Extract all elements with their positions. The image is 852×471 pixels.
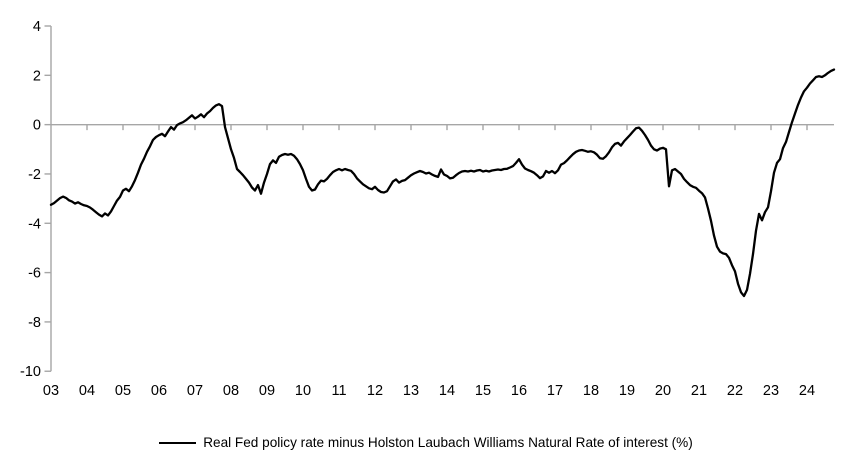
legend-line-swatch	[159, 442, 197, 444]
x-tick-label: 07	[187, 383, 203, 399]
y-tick-label: -8	[28, 315, 41, 331]
x-tick-label: 24	[799, 383, 815, 399]
legend-label: Real Fed policy rate minus Holston Lauba…	[203, 435, 693, 450]
x-tick-label: 03	[43, 383, 59, 399]
x-tick-label: 17	[547, 383, 563, 399]
x-tick-label: 05	[115, 383, 131, 399]
y-tick-label: 0	[33, 118, 41, 134]
y-tick-label: 2	[33, 68, 41, 84]
x-tick-label: 08	[223, 383, 239, 399]
x-tick-label: 11	[331, 383, 346, 399]
x-tick-label: 10	[295, 383, 311, 399]
x-tick-label: 22	[727, 383, 743, 399]
data-series-line	[49, 68, 836, 298]
x-tick-label: 18	[583, 383, 599, 399]
x-tick-label: 23	[763, 383, 779, 399]
legend: Real Fed policy rate minus Holston Lauba…	[0, 432, 852, 454]
y-tick-label: -4	[28, 216, 41, 232]
x-tick-label: 19	[619, 383, 635, 399]
x-tick-label: 14	[439, 383, 455, 399]
y-tick-label: 4	[33, 19, 41, 35]
x-tick-label: 21	[691, 383, 707, 399]
y-tick-label: -6	[28, 266, 41, 282]
x-tick-label: 06	[151, 383, 167, 399]
x-tick-label: 12	[367, 383, 383, 399]
x-tick-label: 15	[475, 383, 491, 399]
x-tick-label: 16	[511, 383, 527, 399]
x-tick-label: 13	[403, 383, 419, 399]
x-tick-label: 20	[655, 383, 671, 399]
x-tick-label: 09	[259, 383, 275, 399]
x-tick-label: 04	[79, 383, 95, 399]
y-tick-label: -2	[28, 167, 41, 183]
y-tick-label: -10	[20, 364, 41, 380]
